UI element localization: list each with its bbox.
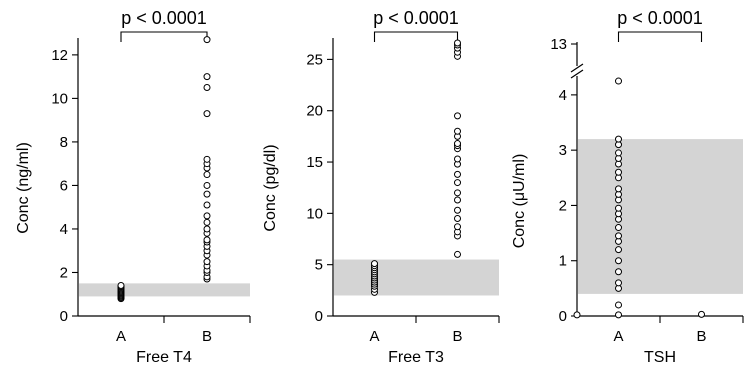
data-point [615,257,622,265]
data-point [454,250,461,258]
significance-bracket [373,31,459,42]
data-point [203,212,211,220]
data-point [573,311,581,319]
data-point [454,206,461,214]
chart-panel-2: 0 5 10 15 20 25 A B Free T3 Conc (pg/dl) p < 0.000… [262,8,500,366]
category-label-a: A [369,328,379,345]
category-label-a: A [116,328,126,345]
data-point [117,282,125,290]
y-tick-label: 3 [559,142,567,159]
significance-bracket [617,31,703,42]
data-point [454,140,461,148]
data-point [615,168,622,176]
data-point [454,189,461,197]
data-point [203,36,211,44]
category-label-b: B [452,328,462,345]
data-point [203,225,211,233]
data-point [203,155,211,163]
y-tick-label: 0 [559,308,567,325]
y-axis-title: Conc (μU/ml) [511,154,528,249]
y-tick-label: 8 [60,134,68,151]
data-point [203,84,211,92]
y-axis-title: Conc (pg/dl) [262,144,279,231]
data-point [203,258,211,266]
y-tick-label: 10 [51,90,68,107]
chart-panel-3: 13 0 1 2 3 4 A B TSH Conc (μU/ml) p < 0.0001 [511,8,744,366]
y-tick-label: 5 [315,257,323,274]
data-point [203,181,211,189]
data-point [615,232,622,240]
y-tick-label: 2 [559,197,567,214]
y-tick-label: 15 [306,154,323,171]
y-tick-label: 4 [60,221,68,238]
data-point [203,110,211,118]
data-point [454,39,461,47]
data-point [615,224,622,232]
y-tick-label: 20 [306,103,323,120]
category-label-b: B [202,328,212,345]
reference-range-band [79,283,250,297]
y-tick-label-upper: 13 [550,36,567,53]
data-point [454,155,461,163]
data-point [615,311,622,319]
category-label-b: B [696,328,706,345]
y-tick-label: 1 [559,253,567,270]
x-axis-title: TSH [644,349,676,366]
data-point [454,179,461,187]
data-point [615,246,622,254]
reference-range-band [334,259,499,296]
x-axis-title: Free T4 [136,349,192,366]
y-tick-label: 0 [315,308,323,325]
data-point [615,77,622,85]
data-point [454,127,461,135]
y-tick-label: 0 [60,308,68,325]
data-point [454,196,461,204]
data-point [615,135,622,143]
data-point [454,214,461,222]
data-point [203,171,211,179]
y-tick-label: 10 [306,205,323,222]
data-point [615,185,622,193]
y-tick-label: 25 [306,51,323,68]
axis-break-mark [570,63,584,79]
data-point [203,73,211,81]
data-point [615,268,622,276]
category-label-a: A [613,328,623,345]
p-value-label: p < 0.0001 [617,8,703,28]
data-point [203,201,211,209]
data-point [203,218,211,226]
data-point [615,301,622,309]
y-tick-label: 2 [60,264,68,281]
y-tick-label: 12 [51,47,68,64]
data-point [698,310,705,318]
data-point [371,260,378,268]
x-axis-title: Free T3 [388,349,444,366]
data-point [615,279,622,287]
data-point [203,190,211,198]
data-point [454,170,461,178]
p-value-label: p < 0.0001 [121,8,207,28]
data-point [454,223,461,231]
y-tick-label: 4 [559,87,567,104]
significance-bracket [120,31,208,42]
chart-panel-1: 0 2 4 6 8 10 12 A B Free T4 Conc (ng/ml) p < 0.0001 [15,8,251,366]
data-point [615,204,622,212]
y-tick-label: 6 [60,177,68,194]
data-point [454,112,461,120]
data-point [203,236,211,244]
data-point [615,149,622,157]
y-axis-title: Conc (ng/ml) [15,142,32,234]
p-value-label: p < 0.0001 [373,8,459,28]
reference-range-band [578,139,743,294]
